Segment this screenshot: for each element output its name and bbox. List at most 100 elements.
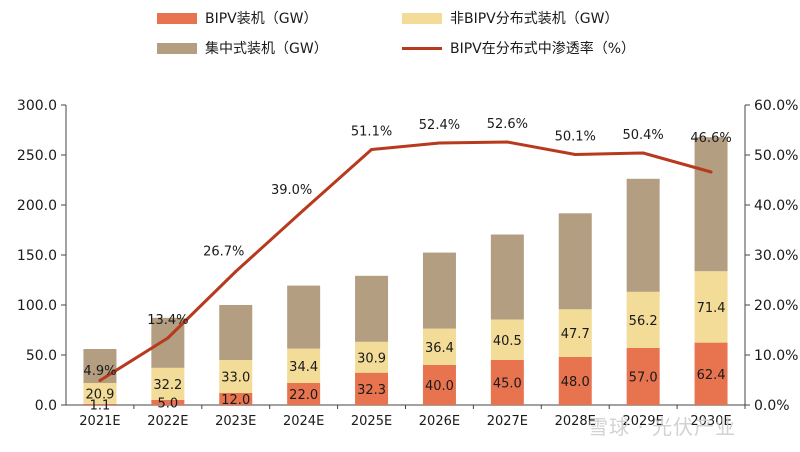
legend-swatch-bipv bbox=[157, 12, 197, 24]
bar-centralized bbox=[287, 285, 321, 349]
bar-centralized bbox=[355, 275, 389, 342]
bar-bipv bbox=[151, 400, 185, 405]
y-right-tick-label: 0.0% bbox=[754, 398, 790, 414]
bar-centralized bbox=[83, 349, 117, 383]
x-tick-label: 2025E bbox=[351, 414, 392, 429]
line-label-penetration: 50.4% bbox=[622, 128, 663, 143]
bar-non-bipv bbox=[355, 341, 389, 373]
bar-non-bipv bbox=[694, 271, 728, 343]
legend-item-non-bipv: 非BIPV分布式装机（GW） bbox=[402, 8, 618, 28]
bar-centralized bbox=[694, 137, 728, 272]
bar-label-non-bipv: 34.4 bbox=[289, 360, 318, 375]
bar-label-non-bipv: 32.2 bbox=[153, 378, 182, 393]
line-point-penetration bbox=[709, 170, 713, 174]
bar-bipv bbox=[83, 403, 117, 405]
y-right-tick-label: 10.0% bbox=[754, 348, 798, 364]
bar-label-bipv: 57.0 bbox=[629, 371, 658, 386]
bar-bipv bbox=[626, 348, 660, 405]
legend-item-centralized: 集中式装机（GW） bbox=[157, 38, 328, 58]
y-left-tick-label: 0.0 bbox=[35, 398, 57, 414]
line-point-penetration bbox=[641, 151, 645, 155]
line-point-penetration bbox=[98, 379, 102, 382]
chart-legend: BIPV装机（GW） 非BIPV分布式装机（GW） 集中式装机（GW） BIPV… bbox=[0, 0, 800, 70]
line-label-penetration: 46.6% bbox=[690, 131, 731, 146]
bar-label-non-bipv: 36.4 bbox=[425, 341, 454, 356]
legend-line-penetration bbox=[402, 46, 442, 50]
bar-label-non-bipv: 71.4 bbox=[697, 301, 726, 316]
bar-non-bipv bbox=[422, 328, 456, 365]
y-left-tick-label: 100.0 bbox=[17, 298, 57, 314]
watermark: 雪球 · 光伏产业 bbox=[588, 415, 737, 439]
line-label-penetration: 13.4% bbox=[147, 313, 188, 328]
bar-non-bipv bbox=[219, 360, 253, 393]
legend-item-bipv: BIPV装机（GW） bbox=[157, 8, 317, 28]
y-right-tick-label: 40.0% bbox=[754, 198, 798, 214]
bar-label-non-bipv: 40.5 bbox=[493, 334, 522, 349]
bar-bipv bbox=[422, 365, 456, 405]
line-label-penetration: 50.1% bbox=[555, 130, 596, 145]
bar-bipv bbox=[558, 357, 592, 405]
bar-non-bipv bbox=[287, 348, 321, 383]
line-point-penetration bbox=[234, 270, 238, 273]
y-left-tick-label: 250.0 bbox=[17, 148, 57, 164]
line-point-penetration bbox=[302, 208, 306, 212]
legend-item-penetration: BIPV在分布式中渗透率（%） bbox=[402, 38, 635, 58]
bar-label-bipv: 5.0 bbox=[158, 397, 179, 412]
y-left-tick-label: 200.0 bbox=[17, 198, 57, 214]
bar-bipv bbox=[219, 393, 253, 405]
line-label-penetration: 51.1% bbox=[351, 125, 392, 140]
bar-label-bipv: 40.0 bbox=[425, 379, 454, 394]
bar-bipv bbox=[287, 383, 321, 405]
line-penetration bbox=[99, 140, 712, 382]
line-point-penetration bbox=[505, 140, 509, 144]
bar-label-bipv: 12.0 bbox=[221, 393, 250, 408]
x-tick-label: 2029E bbox=[622, 414, 663, 429]
bar-bipv bbox=[694, 342, 728, 405]
x-tick-label: 2026E bbox=[419, 414, 460, 429]
line-point-penetration bbox=[437, 141, 441, 145]
bar-label-bipv: 32.3 bbox=[357, 383, 386, 398]
legend-label-penetration: BIPV在分布式中渗透率（%） bbox=[450, 41, 636, 57]
line-label-penetration: 26.7% bbox=[203, 245, 244, 260]
legend-label-non-bipv: 非BIPV分布式装机（GW） bbox=[450, 11, 619, 27]
x-tick-label: 2023E bbox=[215, 414, 256, 429]
bar-bipv bbox=[355, 372, 389, 405]
y-right-tick-label: 20.0% bbox=[754, 298, 798, 314]
legend-swatch-non-bipv bbox=[402, 12, 442, 24]
line-label-penetration: 39.0% bbox=[271, 183, 312, 198]
bar-bipv bbox=[490, 360, 524, 405]
bar-label-bipv: 1.1 bbox=[90, 398, 111, 413]
y-right-tick-label: 30.0% bbox=[754, 248, 798, 264]
x-tick-label: 2030E bbox=[690, 414, 731, 429]
line-label-penetration: 4.9% bbox=[83, 364, 116, 379]
bar-label-bipv: 62.4 bbox=[697, 368, 726, 383]
bar-non-bipv bbox=[558, 309, 592, 357]
bar-centralized bbox=[422, 252, 456, 329]
bar-non-bipv bbox=[151, 367, 185, 400]
y-left-tick-label: 300.0 bbox=[17, 98, 57, 114]
y-left-tick-label: 50.0 bbox=[26, 348, 57, 364]
bar-centralized bbox=[219, 305, 253, 360]
x-tick-label: 2027E bbox=[487, 414, 528, 429]
x-tick-label: 2028E bbox=[555, 414, 596, 429]
bar-label-non-bipv: 20.9 bbox=[85, 387, 114, 402]
bar-label-non-bipv: 33.0 bbox=[221, 371, 250, 386]
legend-swatch-centralized bbox=[157, 42, 197, 54]
bar-label-bipv: 48.0 bbox=[561, 375, 590, 390]
bar-non-bipv bbox=[626, 291, 660, 348]
y-right-tick-label: 50.0% bbox=[754, 148, 798, 164]
line-label-penetration: 52.4% bbox=[419, 118, 460, 133]
line-point-penetration bbox=[573, 153, 577, 156]
bar-label-non-bipv: 56.2 bbox=[629, 314, 658, 329]
x-tick-label: 2022E bbox=[147, 414, 188, 429]
bar-centralized bbox=[626, 178, 660, 292]
bar-label-non-bipv: 30.9 bbox=[357, 351, 386, 366]
line-point-penetration bbox=[370, 148, 374, 151]
bar-label-non-bipv: 47.7 bbox=[561, 327, 590, 342]
line-point-penetration bbox=[166, 336, 170, 340]
legend-label-centralized: 集中式装机（GW） bbox=[205, 41, 328, 57]
bar-non-bipv bbox=[83, 383, 117, 404]
legend-label-bipv: BIPV装机（GW） bbox=[205, 11, 318, 27]
x-tick-label: 2021E bbox=[79, 414, 120, 429]
